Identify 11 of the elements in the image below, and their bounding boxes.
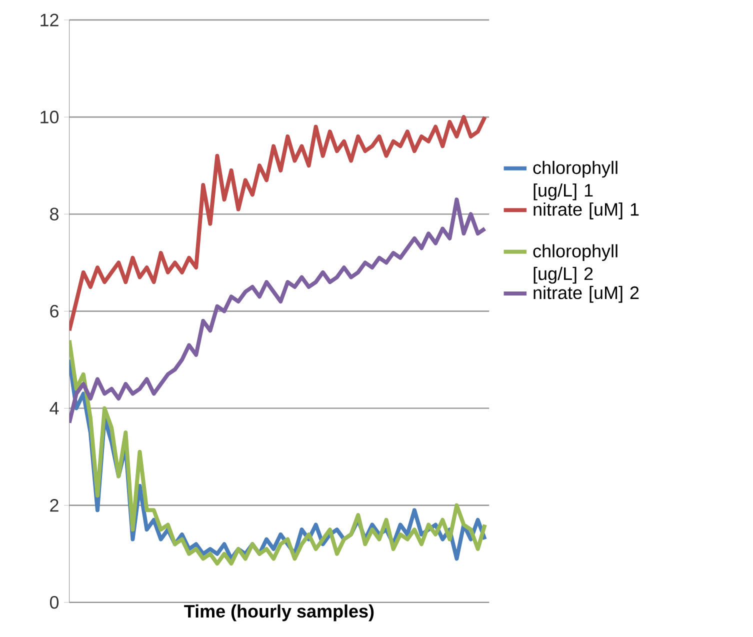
y-tick-label: 8: [50, 208, 58, 220]
line-series: [69, 115, 487, 333]
x-axis-title: Time (hourly samples): [184, 604, 374, 622]
y-tick-label: 0: [50, 596, 59, 609]
y-tick-label: 12: [40, 14, 58, 26]
legend-label: nitrate [uM] 1: [534, 202, 639, 220]
y-tick-label: 4: [50, 402, 59, 414]
y-tick-label: 10: [40, 110, 59, 124]
y-tick-label: 6: [50, 304, 58, 318]
legend-label: nitrate [uM] 2: [534, 286, 639, 303]
y-tick-label: 2: [50, 499, 58, 512]
